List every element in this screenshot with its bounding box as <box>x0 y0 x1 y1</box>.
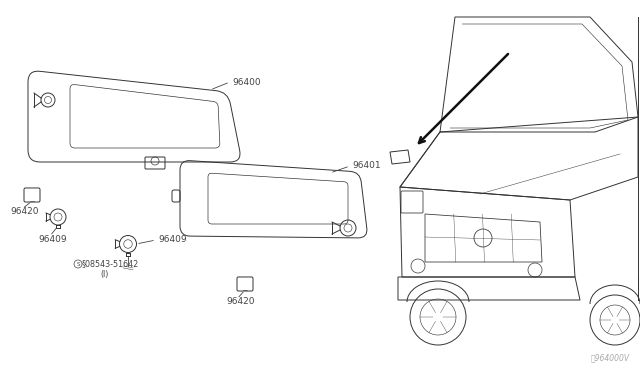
Text: 96409: 96409 <box>38 234 67 244</box>
Text: S: S <box>76 262 80 267</box>
Text: 96420: 96420 <box>10 206 38 215</box>
Text: 96400: 96400 <box>232 77 260 87</box>
Text: §08543-51642: §08543-51642 <box>82 260 140 269</box>
Text: ᥪ964000V: ᥪ964000V <box>591 353 630 362</box>
Text: 96420: 96420 <box>226 298 255 307</box>
Text: (I): (I) <box>100 270 108 279</box>
Text: 96409: 96409 <box>158 234 187 244</box>
Text: 96401: 96401 <box>352 160 381 170</box>
